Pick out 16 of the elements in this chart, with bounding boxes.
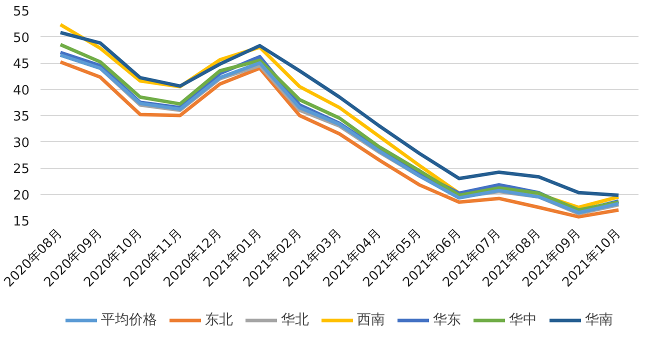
- y-tick-label: 50: [12, 30, 30, 46]
- y-tick-label: 40: [12, 83, 30, 98]
- y-tick-label: 35: [12, 110, 30, 124]
- legend-label: 华北: [281, 311, 309, 329]
- legend-label: 平均价格: [101, 311, 157, 329]
- legend-label: 西南: [357, 311, 385, 329]
- y-tick-label: 45: [12, 57, 30, 72]
- y-tick-label: 15: [12, 214, 30, 230]
- legend-label: 华南: [585, 311, 613, 329]
- legend-label: 东北: [205, 311, 233, 329]
- y-tick-label: 30: [12, 136, 30, 151]
- legend-label: 华东: [433, 311, 461, 329]
- y-tick-label: 20: [12, 188, 30, 204]
- y-tick-label: 25: [12, 162, 30, 177]
- legend-label: 华中: [509, 311, 537, 329]
- y-tick-label: 55: [12, 4, 30, 20]
